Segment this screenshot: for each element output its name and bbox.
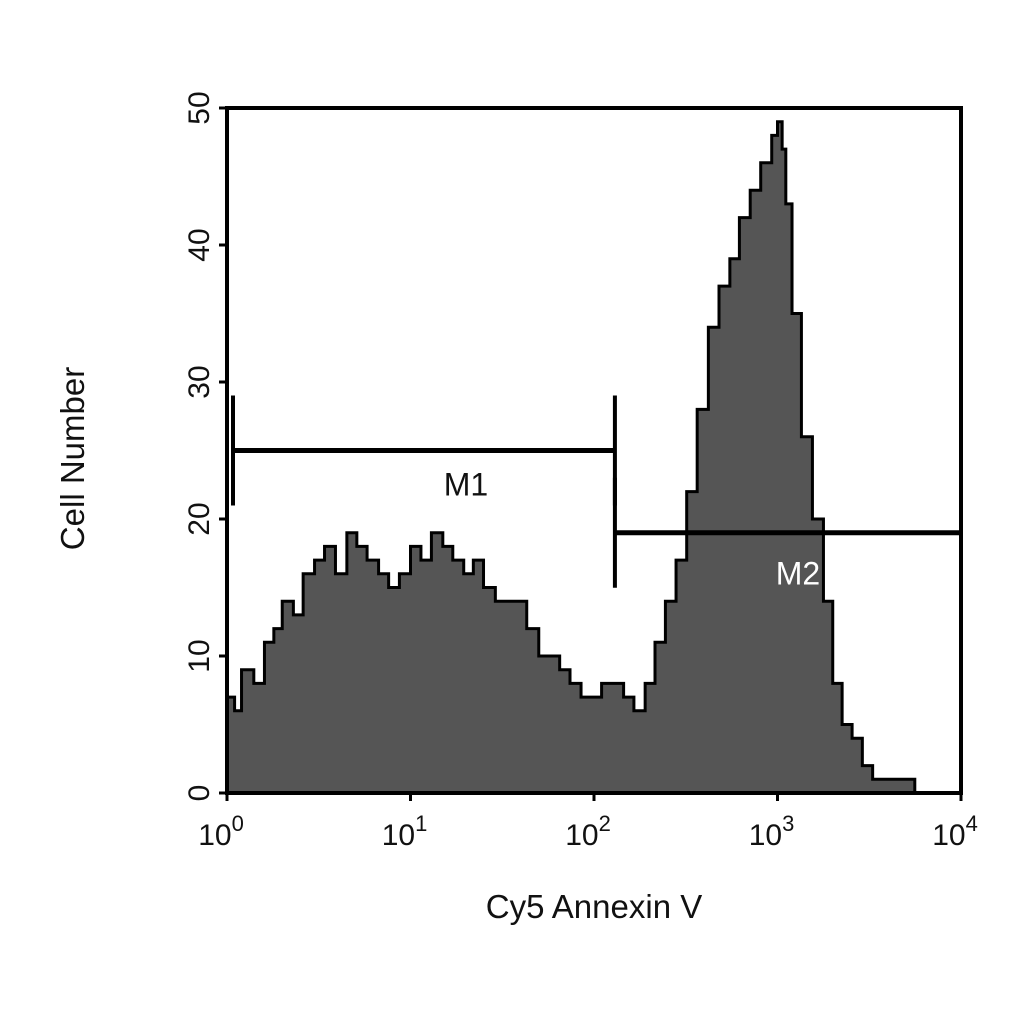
histogram-area-series-0 (227, 121, 961, 793)
x-tick-label: 101 (382, 811, 428, 852)
y-axis-title: Cell Number (54, 367, 91, 550)
plot-area (227, 120, 961, 795)
y-tick-label: 50 (183, 91, 216, 124)
x-tick-label: 100 (198, 811, 244, 852)
x-tick-label: 103 (749, 811, 795, 852)
y-tick-label: 20 (183, 502, 216, 535)
marker-gates: M1 M2 (231, 395, 963, 592)
x-axis-ticks: 100 101 102 103 104 (198, 793, 978, 852)
histogram-outline-series-0 (227, 120, 961, 795)
marker-label-m2: M2 (776, 556, 820, 592)
marker-label-m1: M1 (444, 467, 488, 503)
y-tick-label: 30 (183, 365, 216, 398)
x-tick-label: 102 (565, 811, 611, 852)
y-axis-ticks: 0 10 20 30 40 50 (183, 91, 227, 801)
y-tick-label: 10 (183, 639, 216, 672)
x-axis-title: Cy5 Annexin V (486, 888, 702, 925)
y-tick-label: 40 (183, 228, 216, 261)
x-tick-label: 104 (932, 811, 978, 852)
y-tick-label: 0 (183, 785, 216, 802)
